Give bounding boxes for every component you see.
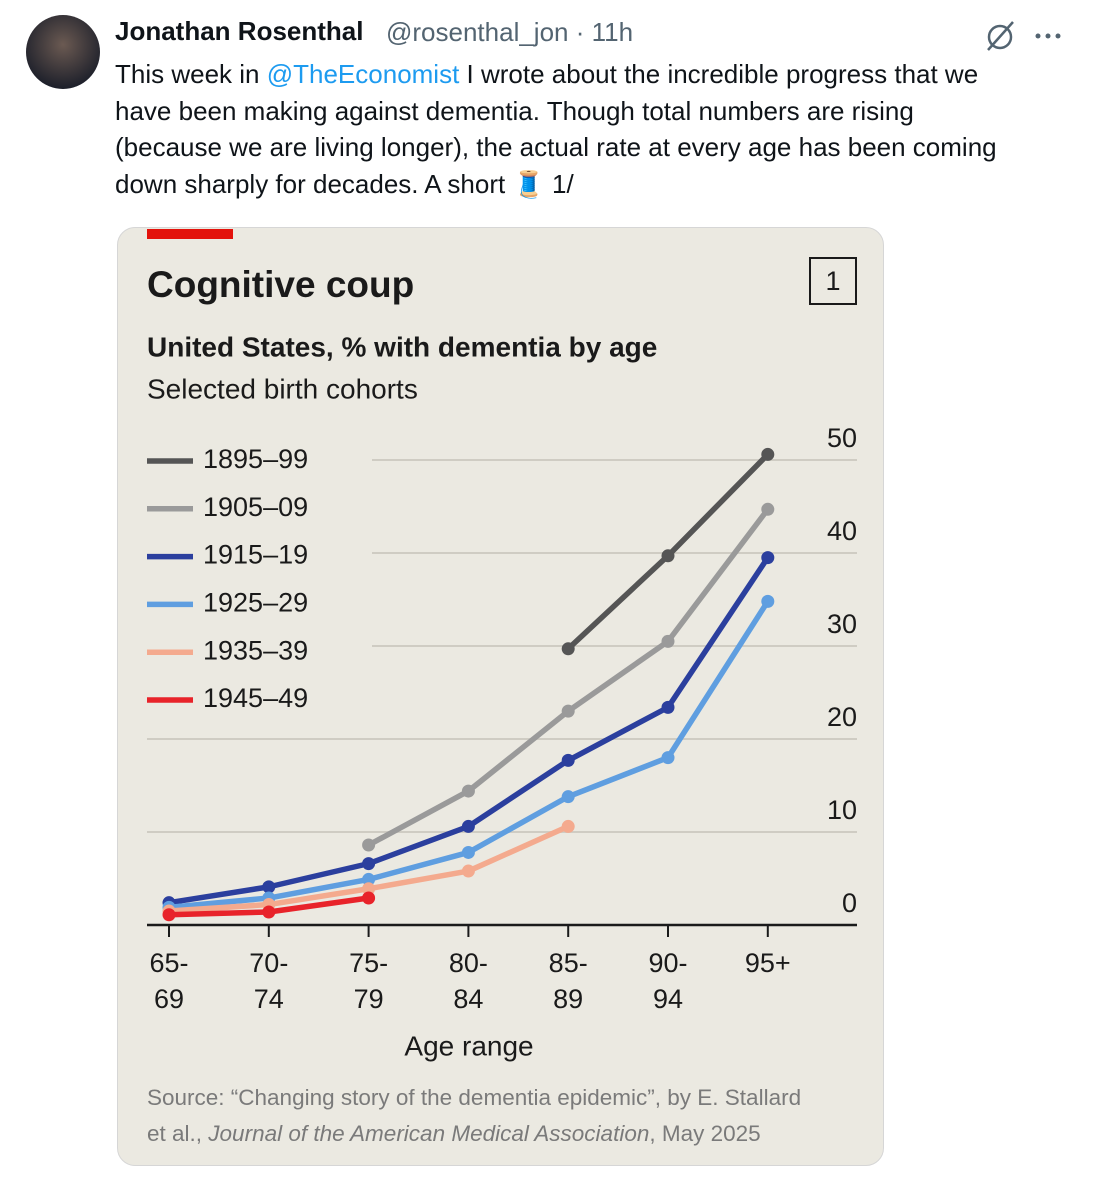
- source-text: , May 2025: [649, 1121, 761, 1146]
- source-journal: Journal of the American Medical Associat…: [208, 1121, 650, 1146]
- data-point: [561, 704, 575, 718]
- data-point: [362, 838, 376, 852]
- tweet-chrome: [26, 15, 1061, 89]
- data-point: [262, 880, 276, 894]
- data-point: [461, 784, 475, 798]
- timestamp[interactable]: 11h: [591, 17, 634, 47]
- y-tick-label: 40: [827, 516, 857, 546]
- legend-label: 1925–29: [203, 588, 308, 618]
- text-line: This week in @TheEconomist I wrote about…: [115, 56, 997, 93]
- avatar[interactable]: [26, 15, 100, 89]
- note: Selected birth cohorts: [147, 373, 418, 404]
- data-point: [362, 882, 376, 896]
- x-tick-label: 90-94: [648, 948, 688, 1014]
- badge: 1: [825, 266, 840, 296]
- legend-label: 1915–19: [203, 540, 308, 570]
- data-point: [661, 700, 675, 714]
- brand-bar: [147, 229, 233, 239]
- legend-label: 1895–99: [203, 444, 308, 474]
- chart-title: Cognitive coup: [147, 264, 414, 305]
- text-line: (because we are living longer), the actu…: [115, 132, 997, 162]
- data-point: [761, 447, 775, 461]
- legend-label: 1905–09: [203, 492, 308, 522]
- tweet-text: This week in @TheEconomist I wrote about…: [115, 56, 997, 202]
- data-point: [461, 864, 475, 878]
- legend-label: 1935–39: [203, 635, 308, 665]
- data-point: [561, 642, 575, 656]
- subtitle: United States, % with dementia by age: [147, 331, 657, 362]
- data-point: [461, 845, 475, 859]
- y-tick-label: 0: [842, 888, 857, 918]
- handle[interactable]: @rosenthal_jon: [386, 17, 569, 47]
- y-tick-label: 10: [827, 795, 857, 825]
- x-tick-label: 65-69: [149, 948, 189, 1014]
- badge-box: [809, 257, 857, 305]
- chart-card[interactable]: [117, 227, 884, 1166]
- data-point: [761, 502, 775, 516]
- source-text: et al.,: [147, 1121, 203, 1146]
- legend-label: 1945–49: [203, 683, 308, 713]
- author-name[interactable]: Jonathan Rosenthal: [115, 16, 364, 46]
- data-point: [362, 872, 376, 886]
- data-point: [162, 908, 176, 922]
- data-point: [262, 905, 276, 919]
- source-text: Source: “Changing story of the dementia …: [147, 1085, 802, 1110]
- text: I wrote about the incredible progress th…: [466, 59, 979, 89]
- x-tick-label: 70-74: [249, 948, 289, 1014]
- source: Source: “Changing story of the dementia …: [147, 1080, 801, 1152]
- x-axis-label: Age range: [404, 1030, 533, 1061]
- mention[interactable]: @TheEconomist: [266, 59, 460, 89]
- y-tick-label: 50: [827, 423, 857, 453]
- data-point: [661, 751, 675, 765]
- x-tick-label: 85-89: [548, 948, 588, 1014]
- x-tick-label: 95+: [744, 948, 791, 978]
- data-point: [561, 819, 575, 833]
- data-point: [661, 634, 675, 648]
- data-point: [461, 819, 475, 833]
- data-point: [362, 857, 376, 871]
- data-point: [362, 891, 376, 905]
- more-icon[interactable]: [1035, 33, 1061, 39]
- data-point: [561, 753, 575, 767]
- grok-icon[interactable]: [987, 21, 1014, 51]
- text-line: down sharply for decades. A short 🧵 1/: [115, 168, 574, 199]
- text: This week in: [115, 59, 260, 89]
- data-point: [761, 594, 775, 608]
- y-tick-label: 20: [827, 702, 857, 732]
- y-tick-label: 30: [827, 609, 857, 639]
- data-point: [661, 549, 675, 563]
- text-line: have been making against dementia. Thoug…: [115, 95, 914, 126]
- data-point: [561, 790, 575, 804]
- x-tick-label: 80-84: [448, 948, 488, 1014]
- tweet-meta: @rosenthal_jon · 11h: [386, 17, 634, 47]
- x-tick-label: 75-79: [349, 948, 389, 1014]
- data-point: [761, 551, 775, 565]
